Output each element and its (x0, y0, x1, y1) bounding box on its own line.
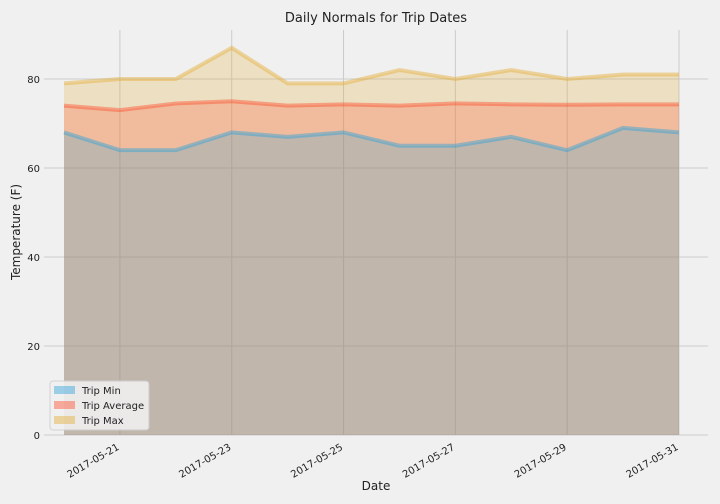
chart-title: Daily Normals for Trip Dates (285, 11, 467, 26)
x-tick-label: 2017-05-29 (513, 442, 569, 481)
y-axis-ticks: 0 20 40 60 80 (27, 75, 40, 442)
series-line (63, 99, 679, 113)
series-area (64, 47, 679, 436)
y-tick-label: 40 (27, 253, 40, 264)
legend-label: Trip Average (81, 401, 144, 412)
x-tick-label: 2017-05-21 (66, 442, 122, 481)
y-tick-label: 80 (27, 75, 40, 86)
gridlines (44, 30, 708, 436)
x-tick-label: 2017-05-31 (625, 442, 681, 481)
series-line (63, 45, 679, 86)
series-area (64, 127, 679, 436)
y-axis-label: Temperature (F) (9, 184, 23, 281)
legend-swatch (54, 401, 75, 409)
y-tick-label: 20 (27, 342, 40, 353)
x-axis-label: Date (362, 479, 391, 493)
x-tick-label: 2017-05-25 (289, 442, 345, 481)
series-area (64, 101, 679, 435)
legend-swatch (54, 416, 75, 424)
y-tick-label: 0 (34, 431, 40, 442)
x-tick-label: 2017-05-23 (177, 442, 233, 481)
x-axis-ticks: 2017-05-21 2017-05-23 2017-05-25 2017-05-27… (66, 442, 681, 481)
x-tick-label: 2017-05-27 (401, 442, 457, 481)
series-areas (63, 45, 680, 436)
legend-frame (49, 380, 150, 431)
series-line (63, 125, 680, 153)
y-tick-label: 60 (27, 164, 40, 175)
legend-swatch (54, 386, 75, 394)
legend-label: Trip Min (81, 386, 121, 397)
legend-label: Trip Max (81, 416, 124, 427)
legend: Trip Min Trip Average Trip Max (49, 380, 150, 431)
